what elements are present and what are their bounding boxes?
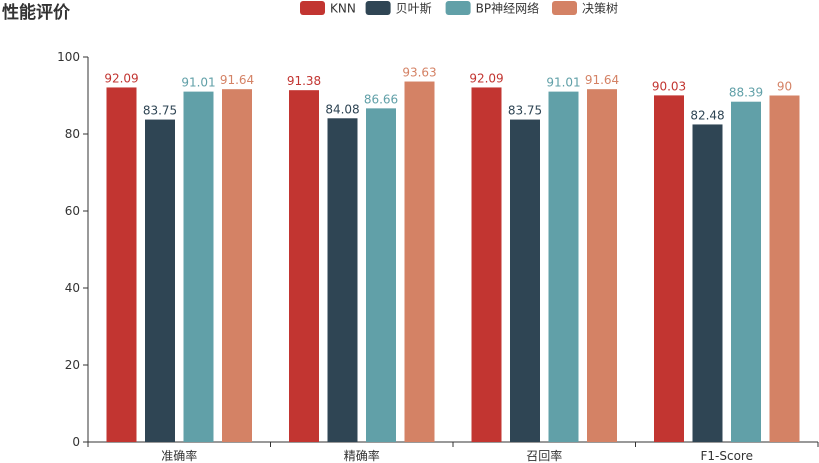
data-label-3-1: 82.48 <box>690 108 724 122</box>
legend-item-2[interactable]: BP神经网络 <box>445 1 539 16</box>
bar-0-0 <box>106 87 137 443</box>
bars <box>106 81 800 443</box>
bar-3-3 <box>769 95 800 442</box>
bar-1-1 <box>327 118 358 443</box>
bar-3-0 <box>654 95 684 443</box>
y-tick-label-0: 0 <box>72 435 80 449</box>
bar-0-3 <box>222 89 252 442</box>
bar-2-1 <box>510 119 540 442</box>
bar-0-1 <box>145 119 175 442</box>
data-label-0-2: 91.01 <box>181 76 215 90</box>
legend-swatch-0 <box>300 1 325 15</box>
data-label-2-3: 91.64 <box>585 73 619 87</box>
chart-title: 性能评价 <box>2 2 71 23</box>
y-tick-label-5: 100 <box>57 50 80 64</box>
bar-2-3 <box>587 89 617 442</box>
x-tick-label-0: 准确率 <box>161 448 197 463</box>
legend-label-1: 贝叶斯 <box>396 2 432 16</box>
bar-0-2 <box>183 91 214 442</box>
legend-label-0: KNN <box>330 2 356 16</box>
data-label-3-3: 90 <box>777 80 792 94</box>
bar-1-2 <box>366 108 396 442</box>
legend-swatch-3 <box>552 1 577 15</box>
data-label-2-0: 92.09 <box>469 71 503 85</box>
y-tick-label-4: 80 <box>65 127 80 141</box>
y-tick-label-1: 20 <box>65 358 80 372</box>
legend-item-0[interactable]: KNN <box>300 1 356 16</box>
data-label-2-1: 83.75 <box>508 104 542 118</box>
x-tick-label-2: 召回率 <box>526 448 562 463</box>
bar-1-0 <box>289 90 319 442</box>
y-tick-label-2: 40 <box>65 281 80 295</box>
data-label-2-2: 91.01 <box>546 76 580 90</box>
data-label-3-0: 90.03 <box>652 79 686 93</box>
bar-3-1 <box>692 124 723 443</box>
data-label-0-0: 92.09 <box>104 71 138 85</box>
data-label-3-2: 88.39 <box>729 86 763 100</box>
data-label-1-1: 84.08 <box>325 102 359 116</box>
y-tick-label-3: 60 <box>65 204 80 218</box>
bar-2-0 <box>471 87 502 443</box>
axes: 0 20 40 60 80 100 准确率 精确率 召回率 F1-Score <box>57 50 819 463</box>
data-label-0-3: 91.64 <box>220 73 254 87</box>
legend-item-3[interactable]: 决策树 <box>552 1 618 16</box>
bar-1-3 <box>404 81 435 442</box>
legend-item-1[interactable]: 贝叶斯 <box>365 1 432 16</box>
data-label-1-2: 86.66 <box>364 92 398 106</box>
legend-label-3: 决策树 <box>582 1 618 16</box>
x-tick-label-1: 精确率 <box>344 448 380 463</box>
legend-label-2: BP神经网络 <box>476 1 539 16</box>
data-label-1-3: 93.63 <box>402 66 436 80</box>
data-labels: 92.09 83.75 91.01 91.64 91.38 84.08 86.66 93.63… <box>104 66 792 123</box>
legend-swatch-2 <box>445 1 471 15</box>
bar-2-2 <box>548 91 579 442</box>
data-label-0-1: 83.75 <box>143 104 177 118</box>
data-label-1-0: 91.38 <box>287 74 321 88</box>
x-tick-label-3: F1-Score <box>701 449 753 463</box>
legend-swatch-1 <box>365 1 391 15</box>
legend[interactable]: KNN 贝叶斯 BP神经网络 决策树 <box>300 1 618 16</box>
bar-3-2 <box>731 101 761 443</box>
